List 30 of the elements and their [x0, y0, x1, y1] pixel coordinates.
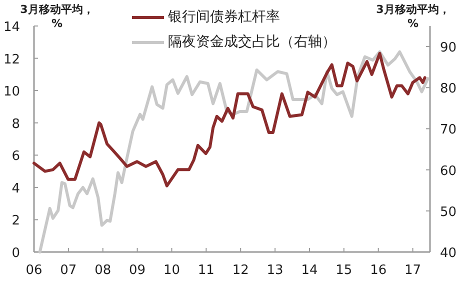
y-tick-label: 10 [3, 84, 20, 100]
x-tick-label: 11 [198, 263, 214, 278]
y2-tick-label: 40 [440, 246, 457, 261]
legend-label: 隔夜资金成交占比（右轴） [168, 33, 336, 51]
y2-tick-label: 90 [440, 40, 457, 56]
x-tick-label: 16 [370, 263, 387, 278]
y-tick-label: 6 [12, 149, 20, 164]
y-tick-label: 2 [12, 214, 20, 229]
y2-tick-label: 70 [440, 122, 457, 138]
x-tick-label: 17 [404, 263, 422, 278]
x-tick-label: 15 [336, 263, 352, 278]
legend-label: 银行间债券杠杆率 [168, 8, 280, 26]
x-tick-label: 06 [26, 263, 42, 278]
y2-axis-title: 3月移动平均，% [376, 3, 450, 31]
x-tick-label: 13 [266, 263, 284, 278]
x-tick-label: 07 [60, 263, 77, 278]
x-tick-label: 12 [232, 263, 249, 278]
y-tick-label: 0 [12, 246, 20, 261]
y2-tick-label: 50 [440, 204, 457, 220]
y-axis-title: 3月移动平均，% [20, 3, 94, 31]
x-tick-label: 08 [94, 263, 112, 278]
x-tick-label: 10 [163, 263, 180, 278]
y-tick-label: 14 [3, 20, 20, 35]
x-tick-label: 09 [129, 263, 146, 278]
y2-tick-label: 80 [440, 82, 457, 97]
y-tick-label: 4 [12, 181, 20, 196]
x-tick-label: 14 [301, 263, 318, 278]
y-tick-label: 12 [3, 52, 20, 68]
y2-tick-label: 60 [440, 164, 457, 179]
y-tick-label: 8 [12, 116, 20, 132]
